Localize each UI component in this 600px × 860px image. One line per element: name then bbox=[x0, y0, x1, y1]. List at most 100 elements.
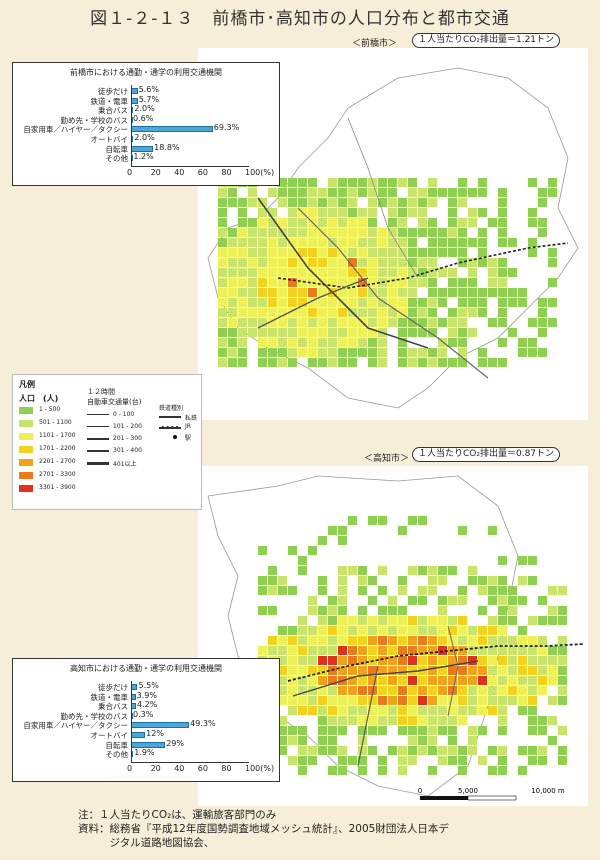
kochi-population-cell bbox=[408, 516, 417, 525]
kochi-population-cell bbox=[358, 756, 367, 765]
kochi-population-cell bbox=[328, 746, 337, 755]
maebashi-population-cell bbox=[448, 288, 457, 297]
maebashi-population-cell bbox=[328, 298, 337, 307]
kochi-map-label: ＜高知市＞ bbox=[364, 454, 410, 464]
maebashi-population-cell bbox=[498, 358, 507, 367]
kochi-bar-value: 12% bbox=[146, 729, 164, 738]
kochi-population-cell bbox=[418, 696, 427, 705]
kochi-population-cell bbox=[518, 656, 527, 665]
maebashi-population-cell bbox=[378, 178, 387, 187]
kochi-bar bbox=[131, 741, 166, 748]
maebashi-population-cell bbox=[338, 328, 347, 337]
maebashi-population-cell bbox=[458, 348, 467, 357]
kochi-population-cell bbox=[488, 646, 497, 655]
maebashi-population-cell bbox=[258, 218, 267, 227]
kochi-bar bbox=[131, 732, 146, 738]
maebashi-population-cell bbox=[528, 238, 537, 247]
legend-population-label: 501 - 1100 bbox=[39, 419, 72, 426]
kochi-population-cell bbox=[458, 676, 467, 685]
maebashi-population-cell bbox=[328, 228, 337, 237]
kochi-bar-value: 29% bbox=[166, 738, 184, 748]
maebashi-population-cell bbox=[398, 228, 407, 237]
maebashi-population-cell bbox=[248, 278, 257, 287]
kochi-population-cell bbox=[288, 756, 297, 765]
legend-population-header: 人口 (人) bbox=[19, 394, 59, 403]
kochi-population-cell bbox=[488, 636, 497, 645]
kochi-population-cell bbox=[278, 576, 287, 585]
kochi-population-cell bbox=[308, 666, 317, 675]
kochi-population-cell bbox=[278, 656, 287, 665]
maebashi-population-cell bbox=[418, 278, 427, 287]
maebashi-population-cell bbox=[538, 328, 547, 337]
kochi-population-cell bbox=[318, 666, 327, 675]
kochi-population-cell bbox=[318, 626, 327, 635]
kochi-population-cell bbox=[448, 666, 457, 675]
kochi-population-cell bbox=[298, 766, 307, 775]
maebashi-population-cell bbox=[228, 318, 237, 327]
maebashi-bar-value: 0.6% bbox=[133, 113, 154, 123]
maebashi-population-cell bbox=[288, 258, 297, 267]
maebashi-population-cell bbox=[428, 188, 437, 197]
kochi-population-cell bbox=[368, 706, 377, 715]
kochi-population-cell bbox=[308, 706, 317, 715]
maebashi-tick-label: 60 bbox=[197, 167, 208, 177]
maebashi-population-cell bbox=[528, 208, 537, 217]
kochi-population-cell bbox=[398, 676, 407, 685]
kochi-population-cell bbox=[408, 656, 417, 665]
kochi-population-cell bbox=[298, 696, 307, 705]
kochi-population-cell bbox=[338, 626, 347, 635]
maebashi-population-cell bbox=[288, 338, 297, 347]
kochi-population-cell bbox=[328, 696, 337, 705]
maebashi-population-cell bbox=[338, 178, 347, 187]
kochi-category-label: オートバイ bbox=[90, 731, 129, 740]
kochi-population-cell bbox=[488, 626, 497, 635]
maebashi-population-cell bbox=[268, 258, 277, 267]
maebashi-population-cell bbox=[288, 278, 297, 287]
maebashi-population-cell bbox=[428, 298, 437, 307]
maebashi-population-cell bbox=[318, 288, 327, 297]
kochi-population-cell bbox=[498, 626, 507, 635]
maebashi-population-cell bbox=[268, 238, 277, 247]
maebashi-population-cell bbox=[288, 188, 297, 197]
maebashi-population-cell bbox=[368, 198, 377, 207]
kochi-population-cell bbox=[428, 706, 437, 715]
kochi-population-cell bbox=[498, 696, 507, 705]
maebashi-population-cell bbox=[288, 348, 297, 357]
maebashi-bar-value: 2.0% bbox=[134, 133, 155, 142]
kochi-population-cell bbox=[488, 656, 497, 665]
kochi-population-cell bbox=[348, 686, 357, 695]
maebashi-population-cell bbox=[308, 318, 317, 327]
kochi-population-cell bbox=[498, 576, 507, 585]
maebashi-population-cell bbox=[348, 218, 357, 227]
kochi-population-cell bbox=[498, 616, 507, 625]
maebashi-population-cell bbox=[368, 208, 377, 217]
kochi-population-cell bbox=[368, 646, 377, 655]
kochi-population-cell bbox=[388, 666, 397, 675]
maebashi-population-cell bbox=[508, 298, 517, 307]
maebashi-population-cell bbox=[298, 308, 307, 317]
maebashi-population-cell bbox=[358, 268, 367, 277]
maebashi-x-axis bbox=[131, 165, 249, 167]
kochi-population-cell bbox=[518, 556, 527, 565]
maebashi-category-label: 自転車 bbox=[105, 144, 129, 154]
scale-label-0: 0 bbox=[418, 787, 422, 795]
kochi-population-cell bbox=[258, 606, 267, 615]
kochi-population-cell bbox=[388, 636, 397, 645]
kochi-population-cell bbox=[448, 756, 457, 765]
kochi-population-cell bbox=[548, 616, 557, 625]
maebashi-population-cell bbox=[488, 318, 497, 327]
kochi-population-cell bbox=[488, 586, 497, 595]
maebashi-population-cell bbox=[368, 218, 377, 227]
maebashi-population-cell bbox=[318, 338, 327, 347]
maebashi-population-cell bbox=[238, 358, 247, 367]
maebashi-population-cell bbox=[268, 278, 277, 287]
maebashi-population-cell bbox=[308, 238, 317, 247]
legend-rail-line bbox=[159, 416, 181, 418]
legend-traffic-line bbox=[87, 462, 109, 465]
maebashi-population-cell bbox=[418, 318, 427, 327]
kochi-population-cell bbox=[428, 766, 437, 775]
maebashi-population-cell bbox=[258, 348, 267, 357]
maebashi-population-cell bbox=[518, 288, 527, 297]
kochi-population-cell bbox=[458, 646, 467, 655]
maebashi-population-cell bbox=[478, 258, 487, 267]
